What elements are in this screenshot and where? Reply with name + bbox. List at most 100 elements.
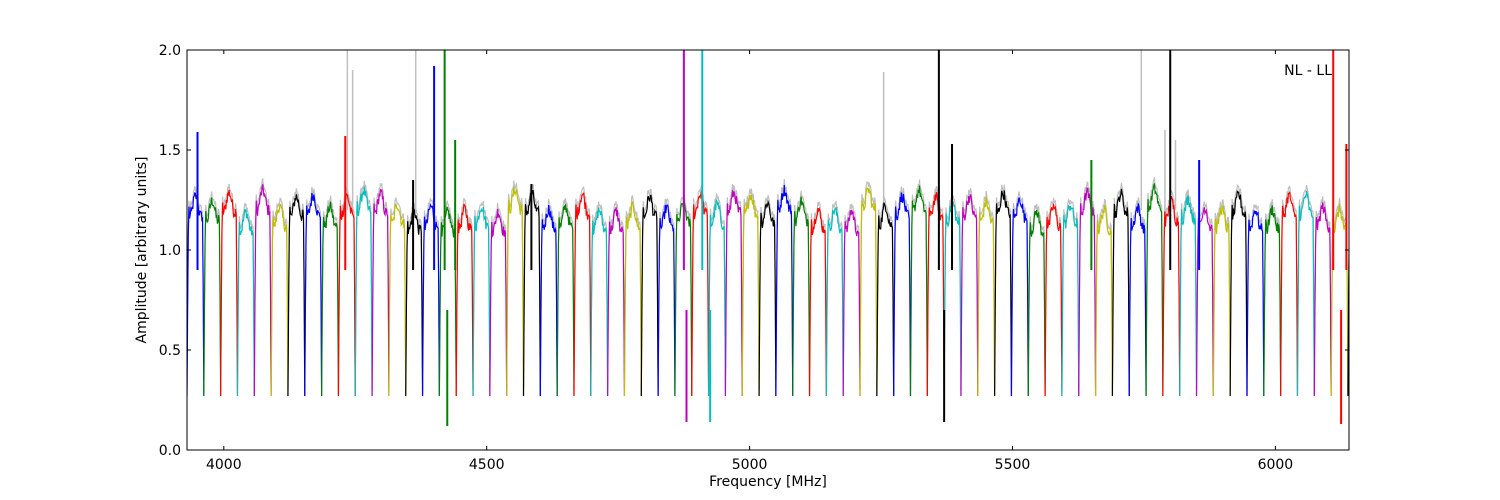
subband-trace <box>724 190 743 397</box>
y-tick-label: 2.0 <box>159 43 181 59</box>
background-trace <box>1280 185 1299 391</box>
subband-trace <box>1179 195 1198 397</box>
subband-trace <box>489 208 508 397</box>
subband-trace <box>977 196 996 397</box>
background-trace <box>1347 210 1349 391</box>
subband-trace <box>590 207 609 397</box>
x-tick-label: 5500 <box>995 457 1031 473</box>
subband-trace <box>1313 202 1332 397</box>
subband-trace <box>270 203 289 397</box>
background-trace <box>506 180 525 391</box>
y-tick-label: 1.0 <box>159 243 181 259</box>
subband-trace <box>640 194 659 397</box>
subband-trace <box>304 192 323 397</box>
subband-trace <box>859 187 878 397</box>
x-tick-label: 5000 <box>732 457 768 473</box>
subband-trace <box>1094 204 1113 397</box>
subband-trace <box>405 208 424 397</box>
background-trace <box>539 199 558 391</box>
subband-trace <box>1246 210 1265 397</box>
background-trace <box>1010 191 1029 391</box>
background-trace <box>1044 197 1063 391</box>
subband-trace <box>1212 205 1231 397</box>
subband-trace <box>203 197 222 397</box>
subband-trace <box>236 208 255 397</box>
subband-trace <box>876 202 895 397</box>
background-trace <box>388 197 407 391</box>
x-tick-label: 4000 <box>206 457 242 473</box>
subband-series <box>187 50 1349 426</box>
subband-trace <box>808 207 827 397</box>
subband-trace <box>388 203 407 397</box>
y-tick-label: 0.5 <box>159 343 181 359</box>
background-trace <box>724 184 743 391</box>
subband-trace <box>825 206 844 397</box>
subband-trace <box>758 199 777 397</box>
background-trace <box>405 202 424 391</box>
panel-annotation: NL - LL <box>1284 63 1332 79</box>
y-tick-label: 1.5 <box>159 143 181 159</box>
subband-trace <box>287 194 306 397</box>
subband-trace <box>1128 203 1147 397</box>
subband-trace <box>253 184 272 397</box>
background-trace <box>842 203 861 391</box>
subband-trace <box>707 198 727 397</box>
background-trace <box>859 181 878 391</box>
subband-trace <box>1061 204 1080 397</box>
x-axis-ticks: 4000 4500 5000 5500 6000 <box>206 50 1293 473</box>
subband-trace <box>1296 190 1315 397</box>
background-trace <box>1246 204 1265 391</box>
subband-trace <box>657 204 676 397</box>
subband-trace <box>1229 189 1248 397</box>
subband-trace <box>421 202 440 397</box>
plot-area <box>186 49 1350 451</box>
subband-trace <box>792 196 811 397</box>
y-axis-label: Amplitude [arbitrary units] <box>134 157 150 344</box>
subband-trace <box>1145 183 1164 397</box>
background-trace <box>287 188 306 391</box>
subband-trace <box>371 188 390 397</box>
subband-trace <box>1111 188 1130 397</box>
subband-trace <box>354 186 373 397</box>
subband-trace <box>1347 216 1349 397</box>
background-trace <box>1313 196 1332 391</box>
background-trace <box>994 184 1013 391</box>
background-trace <box>187 186 205 391</box>
subband-trace <box>1027 209 1046 397</box>
subband-trace <box>994 190 1013 397</box>
background-trace <box>270 197 289 391</box>
subband-trace <box>187 192 205 397</box>
subband-trace <box>539 205 558 397</box>
subband-trace <box>321 201 340 397</box>
subband-trace <box>623 201 642 397</box>
subband-trace <box>1280 191 1299 397</box>
subband-trace <box>926 191 945 397</box>
subband-trace <box>775 184 794 397</box>
subband-trace <box>1044 203 1063 397</box>
subband-trace <box>909 185 928 397</box>
y-tick-label: 0.0 <box>159 443 181 459</box>
subband-trace <box>607 207 626 397</box>
x-tick-label: 6000 <box>1258 457 1294 473</box>
subband-trace <box>455 203 474 397</box>
background-trace <box>775 178 794 391</box>
subband-trace <box>1162 195 1181 397</box>
subband-trace <box>438 206 457 397</box>
background-trace <box>640 188 659 391</box>
subband-trace <box>1010 197 1029 397</box>
background-trace <box>977 190 996 391</box>
background-trace <box>556 198 575 391</box>
subband-trace <box>337 193 356 397</box>
subband-trace <box>842 209 861 397</box>
subband-trace <box>506 186 525 397</box>
background-trace <box>1061 198 1080 391</box>
background-trace <box>421 196 440 391</box>
background-trace <box>321 195 340 391</box>
background-trace <box>657 198 676 391</box>
subband-trace <box>960 194 979 397</box>
subband-trace <box>741 194 760 397</box>
background-trace <box>623 195 642 391</box>
subband-trace <box>893 192 912 397</box>
subband-trace <box>556 204 575 397</box>
